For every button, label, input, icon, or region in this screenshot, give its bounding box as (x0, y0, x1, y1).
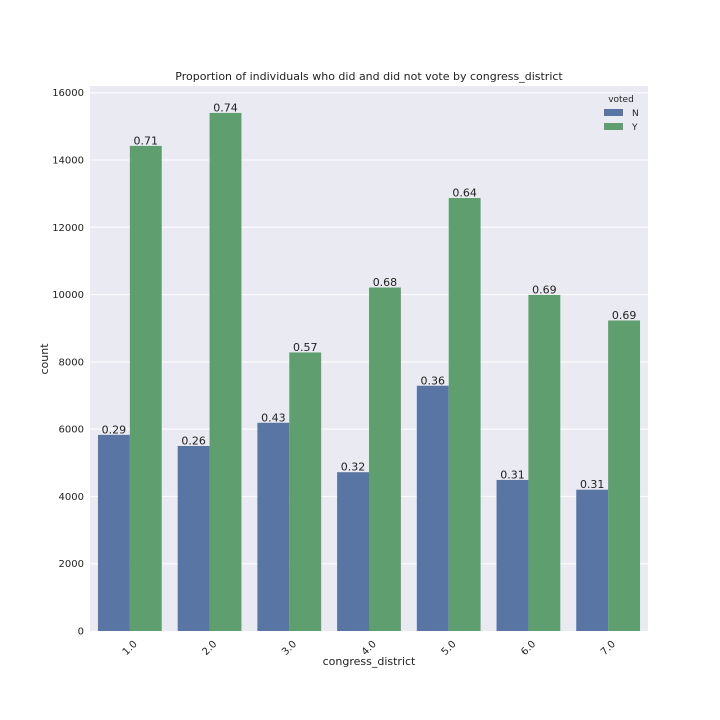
x-tick-label: 2.0 (200, 639, 219, 658)
y-tick-label: 6000 (59, 425, 84, 436)
bar-value-label: 0.68 (373, 276, 398, 289)
bar-y-1 (129, 145, 162, 631)
y-tick-label: 14000 (52, 156, 84, 167)
bar-n-7 (576, 489, 609, 631)
bar-y-6 (528, 294, 561, 631)
chart-title: Proportion of individuals who did and di… (175, 70, 563, 83)
bar-value-label: 0.57 (293, 341, 318, 354)
legend-label-y: Y (631, 123, 638, 133)
bar-value-label: 0.31 (500, 468, 525, 481)
bar-value-label: 0.29 (102, 423, 127, 436)
x-tick-label: 3.0 (280, 639, 299, 658)
bar-value-labels: 0.29 0.71 0.26 0.74 0.43 0.57 0.32 0.68 0.36 0.64… (102, 101, 637, 491)
bar-value-label: 0.64 (452, 187, 477, 200)
bar-n-1 (97, 434, 130, 631)
x-tick-label: 7.0 (599, 639, 618, 658)
legend-title: voted (608, 95, 634, 105)
bar-value-label: 0.32 (341, 461, 366, 474)
bar-value-label: 0.26 (181, 434, 206, 447)
bar-y-5 (448, 198, 481, 631)
bar-n-4 (337, 472, 369, 631)
y-tick-label: 8000 (59, 357, 84, 368)
bar-n-6 (496, 479, 529, 631)
bar-value-label: 0.69 (612, 309, 637, 322)
bar-value-label: 0.31 (580, 478, 605, 491)
bar-value-label: 0.71 (134, 134, 159, 147)
x-axis-label: congress_district (323, 655, 416, 668)
bar-n-2 (177, 445, 210, 631)
y-tick-label: 2000 (59, 559, 84, 570)
bar-y-7 (608, 320, 641, 631)
bars (97, 112, 641, 632)
x-tick-label: 5.0 (440, 639, 459, 658)
bar-n-5 (416, 385, 449, 631)
y-tick-label: 10000 (52, 290, 84, 301)
y-tick-label: 0 (78, 627, 84, 638)
bar-value-label: 0.43 (261, 411, 286, 424)
y-axis-ticks: 0 2000 4000 6000 8000 10000 12000 14000 16000 (52, 88, 84, 637)
bar-y-4 (369, 287, 401, 631)
bar-value-label: 0.74 (213, 101, 238, 114)
bar-value-label: 0.36 (421, 374, 446, 387)
y-tick-label: 12000 (52, 223, 84, 234)
bar-n-3 (257, 422, 290, 631)
legend-label-n: N (632, 109, 639, 119)
bar-y-2 (209, 112, 242, 632)
bar-value-label: 0.69 (532, 283, 557, 296)
legend-swatch-n (604, 109, 623, 116)
bar-y-3 (289, 352, 322, 631)
x-tick-label: 6.0 (519, 639, 538, 658)
y-axis-label: count (38, 343, 51, 375)
legend: voted N Y (604, 95, 639, 133)
y-tick-label: 16000 (52, 88, 84, 99)
y-tick-label: 4000 (59, 492, 84, 503)
x-tick-label: 1.0 (121, 639, 140, 658)
legend-swatch-y (604, 123, 623, 130)
